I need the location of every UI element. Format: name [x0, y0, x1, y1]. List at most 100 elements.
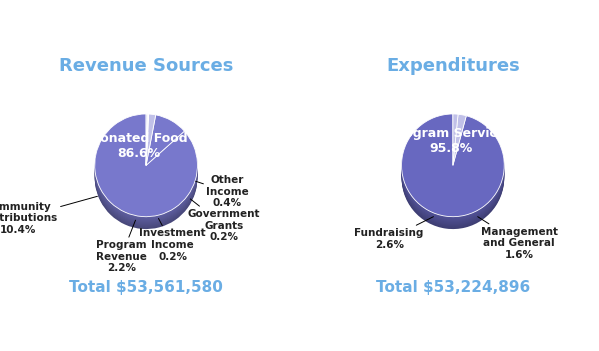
Wedge shape: [453, 118, 466, 170]
Wedge shape: [146, 122, 184, 173]
Wedge shape: [146, 114, 148, 165]
Wedge shape: [146, 116, 184, 166]
Wedge shape: [146, 125, 147, 177]
Wedge shape: [453, 122, 466, 174]
Wedge shape: [95, 119, 198, 222]
Wedge shape: [146, 117, 147, 168]
Wedge shape: [146, 121, 184, 172]
Wedge shape: [146, 115, 149, 166]
Wedge shape: [146, 126, 149, 178]
Text: Expenditures: Expenditures: [386, 57, 520, 75]
Wedge shape: [146, 122, 148, 174]
Wedge shape: [146, 120, 184, 171]
Wedge shape: [146, 117, 149, 168]
Wedge shape: [95, 115, 198, 218]
Wedge shape: [453, 126, 466, 177]
Wedge shape: [146, 115, 184, 165]
Wedge shape: [453, 119, 458, 171]
Wedge shape: [401, 117, 504, 220]
Wedge shape: [146, 116, 147, 167]
Wedge shape: [401, 115, 504, 218]
Wedge shape: [453, 115, 466, 166]
Wedge shape: [146, 118, 156, 170]
Wedge shape: [146, 125, 149, 177]
Wedge shape: [146, 119, 149, 171]
Wedge shape: [146, 124, 147, 176]
Wedge shape: [146, 118, 147, 170]
Text: Revenue Sources: Revenue Sources: [59, 57, 233, 75]
Wedge shape: [453, 124, 458, 176]
Wedge shape: [146, 121, 149, 173]
Wedge shape: [401, 121, 504, 224]
Wedge shape: [146, 122, 149, 174]
Wedge shape: [453, 118, 458, 170]
Wedge shape: [401, 114, 504, 217]
Wedge shape: [453, 125, 466, 176]
Wedge shape: [146, 121, 156, 173]
Text: Program
Revenue
2.2%: Program Revenue 2.2%: [96, 220, 147, 273]
Wedge shape: [95, 116, 198, 219]
Wedge shape: [146, 118, 184, 168]
Wedge shape: [146, 126, 156, 178]
Wedge shape: [453, 123, 458, 174]
Wedge shape: [146, 120, 147, 172]
Wedge shape: [95, 124, 198, 227]
Wedge shape: [146, 114, 156, 165]
Wedge shape: [146, 123, 156, 174]
Wedge shape: [453, 125, 458, 177]
Wedge shape: [95, 126, 198, 229]
Wedge shape: [453, 114, 458, 165]
Wedge shape: [401, 123, 504, 226]
Wedge shape: [146, 125, 148, 177]
Text: Investment
Income
0.2%: Investment Income 0.2%: [140, 218, 206, 261]
Wedge shape: [146, 124, 149, 176]
Text: Total $53,561,580: Total $53,561,580: [69, 280, 223, 294]
Wedge shape: [146, 117, 184, 167]
Text: Other
Income
0.4%: Other Income 0.4%: [196, 175, 249, 208]
Wedge shape: [401, 126, 504, 229]
Text: Total $53,224,896: Total $53,224,896: [376, 280, 530, 294]
Wedge shape: [453, 121, 458, 173]
Wedge shape: [146, 123, 184, 174]
Wedge shape: [146, 115, 156, 166]
Wedge shape: [453, 115, 458, 166]
Wedge shape: [453, 120, 458, 172]
Wedge shape: [401, 119, 504, 222]
Wedge shape: [146, 119, 156, 171]
Wedge shape: [401, 125, 504, 228]
Wedge shape: [95, 117, 198, 220]
Wedge shape: [146, 118, 149, 170]
Wedge shape: [146, 116, 156, 167]
Wedge shape: [146, 120, 148, 172]
Wedge shape: [146, 114, 147, 165]
Wedge shape: [401, 124, 504, 227]
Text: Fundraising
2.6%: Fundraising 2.6%: [355, 217, 434, 250]
Wedge shape: [146, 124, 156, 176]
Wedge shape: [401, 122, 504, 225]
Wedge shape: [453, 117, 458, 168]
Wedge shape: [146, 114, 149, 165]
Wedge shape: [401, 118, 504, 221]
Wedge shape: [95, 123, 198, 226]
Wedge shape: [453, 116, 466, 167]
Wedge shape: [453, 114, 466, 165]
Text: Donated Food
86.6%: Donated Food 86.6%: [90, 132, 188, 160]
Wedge shape: [146, 121, 147, 173]
Wedge shape: [95, 120, 198, 223]
Wedge shape: [146, 126, 148, 178]
Wedge shape: [146, 119, 147, 171]
Wedge shape: [146, 119, 184, 170]
Text: Community
Contributions
10.4%: Community Contributions 10.4%: [0, 196, 98, 235]
Wedge shape: [146, 123, 147, 174]
Wedge shape: [453, 116, 458, 167]
Text: Program Services
95.8%: Program Services 95.8%: [389, 126, 513, 154]
Wedge shape: [146, 119, 148, 171]
Wedge shape: [146, 127, 184, 178]
Wedge shape: [146, 121, 148, 173]
Wedge shape: [453, 119, 466, 171]
Wedge shape: [146, 122, 147, 174]
Wedge shape: [95, 118, 198, 221]
Wedge shape: [146, 117, 156, 168]
Wedge shape: [146, 115, 147, 166]
Wedge shape: [401, 120, 504, 223]
